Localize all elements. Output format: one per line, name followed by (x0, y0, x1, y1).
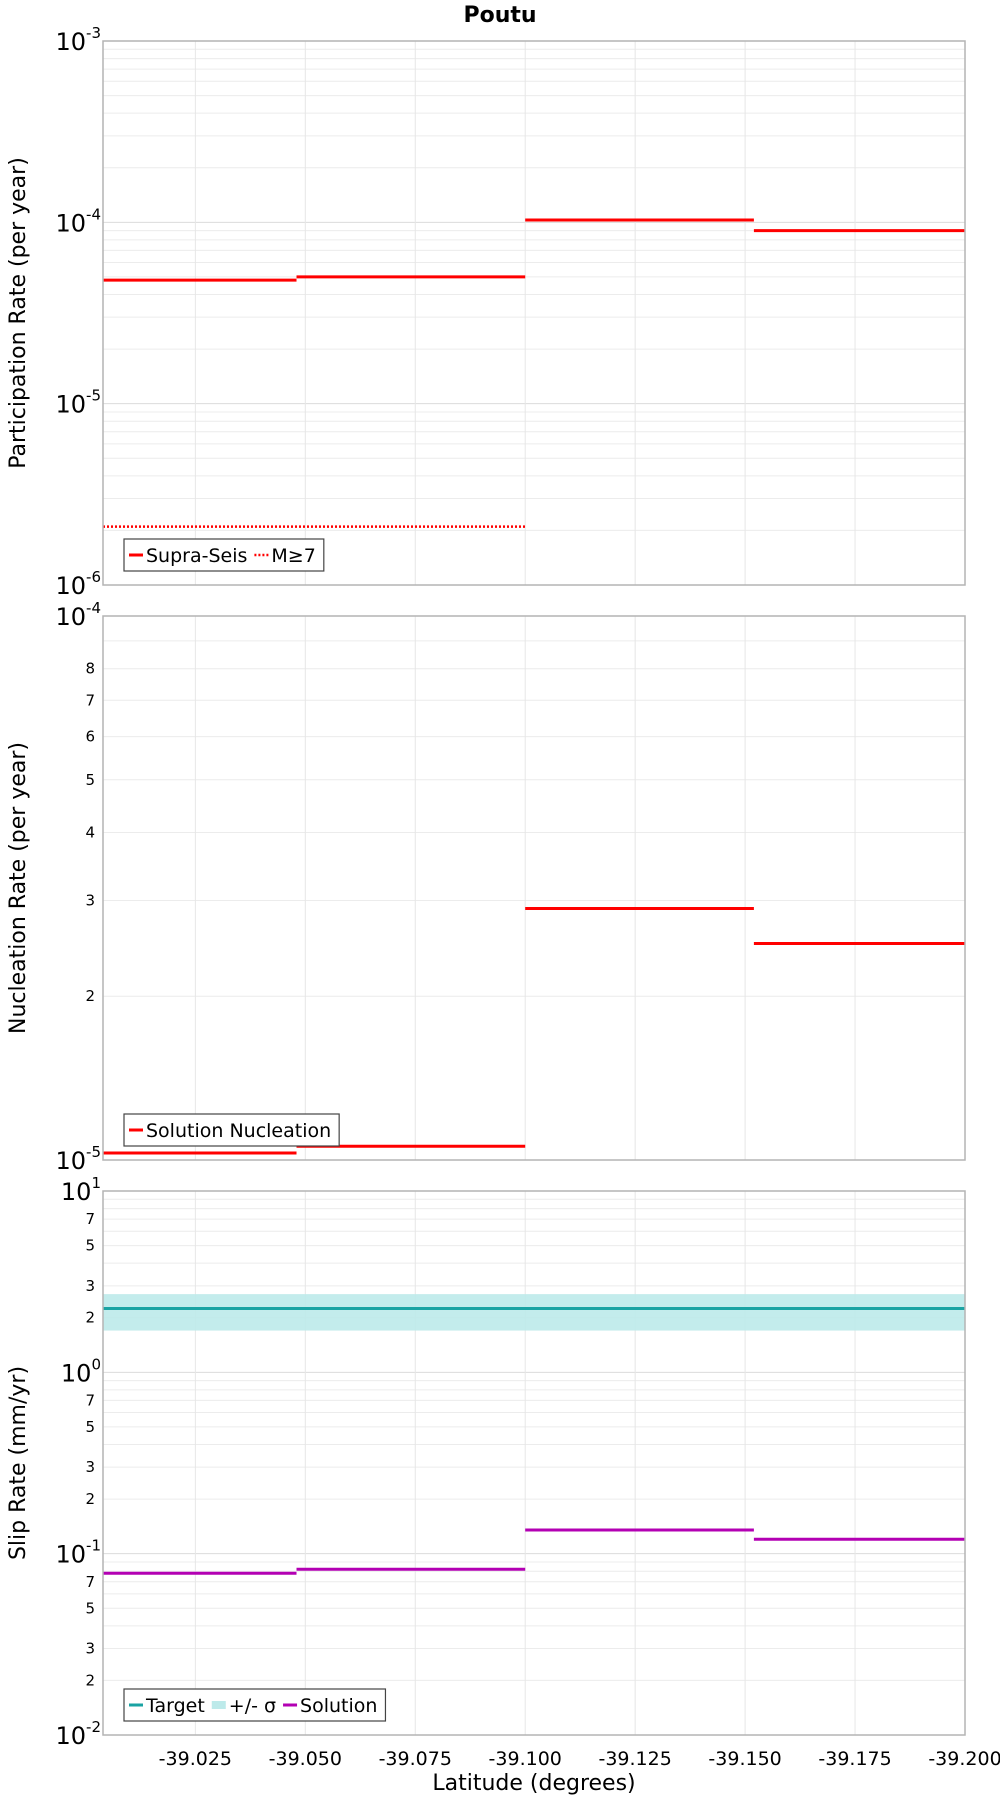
y-tick-label: 5 (85, 1418, 95, 1436)
legend-label: Supra-Seis (146, 545, 247, 567)
plot-frame (102, 615, 966, 1161)
legend: Solution Nucleation (123, 1113, 340, 1147)
y-tick-label: 7 (85, 1391, 95, 1409)
y-tick-label: 10-4 (55, 205, 101, 237)
x-tick-label: -39.075 (379, 1748, 452, 1770)
y-tick-label: 3 (85, 1277, 95, 1295)
y-tick-label: 3 (85, 1639, 95, 1657)
y-tick-label: 4 (85, 823, 95, 841)
y-tick-label: 10-6 (55, 568, 101, 600)
y-tick-label: 2 (85, 1671, 95, 1689)
y-tick-label: 5 (85, 1237, 95, 1255)
x-tick-label: -39.125 (598, 1748, 671, 1770)
y-tick-label: 2 (85, 1309, 95, 1327)
legend-label: Solution Nucleation (146, 1120, 331, 1142)
legend-box (123, 1688, 387, 1722)
y-tick-label: 101 (61, 1174, 101, 1206)
y-tick-label: 7 (85, 1573, 95, 1591)
y-tick-label: 5 (85, 771, 95, 789)
y-tick-label: 8 (85, 660, 95, 678)
x-tick-label: -39.050 (269, 1748, 342, 1770)
plot-frame (102, 1190, 966, 1736)
legend: Supra-Seis M≥7 (123, 538, 325, 572)
panel-2: 10-5 2 3 4 5 6 7 8 10-4 Nucleation Rate (per year… (6, 599, 966, 1175)
y-tick-label: 10-1 (55, 1537, 101, 1569)
plot-frame (102, 40, 966, 586)
x-tick-label: -39.100 (489, 1748, 562, 1770)
y-tick-label: 7 (85, 1210, 95, 1228)
y-tick-label: 5 (85, 1599, 95, 1617)
x-axis-label: Latitude (degrees) (432, 1771, 635, 1796)
legend-label: M≥7 (271, 545, 315, 567)
panel-1: 10-6 10-5 10-4 10-3 Participation Rate (per … (6, 24, 966, 600)
y-tick-label: 3 (85, 1458, 95, 1476)
x-tick-label: -39.200 (928, 1748, 1000, 1770)
legend-box (123, 1113, 340, 1147)
x-tick-label: -39.025 (159, 1748, 232, 1770)
y-tick-label: 100 (61, 1355, 101, 1387)
y-tick-label: 3 (85, 891, 95, 909)
uncertainty-band (103, 1294, 965, 1331)
y-tick-label: 6 (85, 728, 95, 746)
legend-box (123, 538, 325, 572)
legend-label: Solution (300, 1695, 377, 1717)
y-tick-label: 10-5 (55, 1143, 101, 1175)
y-tick-label: 10-3 (55, 24, 101, 56)
y-tick-label: 10-5 (55, 387, 101, 419)
y-tick-label: 10-2 (55, 1718, 101, 1750)
y-tick-label: 10-4 (55, 599, 101, 631)
y-tick-label: 7 (85, 691, 95, 709)
y-tick-label: 2 (85, 1490, 95, 1508)
legend-label: Target (145, 1695, 205, 1717)
y-tick-label: 2 (85, 987, 95, 1005)
legend-label: +/- σ (229, 1695, 276, 1717)
panel-3: 10-2 2 3 5 7 10-1 2 3 5 7 100 2 3 5 7 101 Slip Rate (mm/… (6, 1174, 1000, 1770)
chart-title: Poutu (463, 3, 536, 28)
x-tick-label: -39.175 (818, 1748, 891, 1770)
y-axis-label: Nucleation Rate (per year) (6, 742, 31, 1034)
y-axis-label: Slip Rate (mm/yr) (6, 1366, 31, 1560)
y-axis-label: Participation Rate (per year) (6, 157, 31, 469)
x-tick-label: -39.150 (708, 1748, 781, 1770)
legend: Target +/- σ Solution (123, 1688, 387, 1722)
